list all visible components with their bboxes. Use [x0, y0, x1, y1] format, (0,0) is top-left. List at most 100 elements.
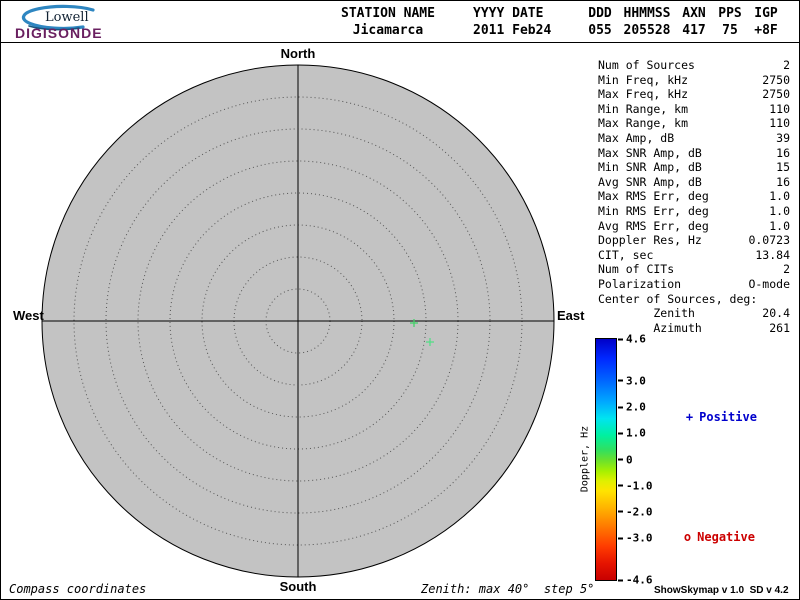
- parameter-label: Avg SNR Amp, dB: [598, 174, 702, 189]
- axn-label: AXN: [682, 6, 706, 21]
- parameter-label: Min Freq, kHz: [598, 72, 689, 87]
- compass-label-west: West: [13, 308, 44, 323]
- ddd-value: 055: [588, 23, 612, 38]
- parameter-value: 2750: [762, 87, 790, 102]
- header-col-igp: IGP +8F: [752, 6, 780, 38]
- parameter-value: 16: [776, 145, 790, 160]
- ddd-label: DDD: [588, 6, 612, 21]
- parameter-row: Polarization O-mode: [598, 277, 790, 292]
- header: Lowell DIGISONDE STATION NAME Jicamarca …: [1, 1, 799, 43]
- parameter-value: 16: [776, 174, 790, 189]
- parameter-row: Max Amp, dB 39: [598, 131, 790, 146]
- parameter-value: O-mode: [748, 276, 790, 291]
- colorbar-tick: -4.6: [618, 574, 653, 587]
- colorbar-tick: -3.0: [618, 532, 653, 545]
- legend-positive: + Positive: [657, 396, 757, 438]
- parameter-value: 39: [776, 130, 790, 145]
- parameter-label: Azimuth: [598, 320, 702, 335]
- parameter-row: CIT, sec 13.84: [598, 248, 790, 263]
- parameter-value: 0.0723: [748, 233, 790, 248]
- parameter-value: 2750: [762, 72, 790, 87]
- parameter-row: Max SNR Amp, dB 16: [598, 146, 790, 161]
- parameter-value: 2: [783, 58, 790, 72]
- parameter-value: 15: [776, 160, 790, 175]
- parameter-row: Center of Sources, deg:: [598, 292, 790, 307]
- hhmmss-value: 205528: [623, 23, 671, 38]
- pps-value: 75: [722, 23, 738, 38]
- parameter-label: Center of Sources, deg:: [598, 291, 758, 306]
- legend-negative-label: Negative: [697, 530, 755, 544]
- software-version-label: ShowSkymap v 1.0 SD v 4.2: [654, 585, 789, 596]
- header-data-columns: STATION NAME Jicamarca YYYY DATE 2011 Fe…: [333, 6, 780, 38]
- logo-swoosh-icon: [21, 4, 95, 31]
- parameter-label: Num of CITs: [598, 262, 675, 277]
- parameter-row: Max Freq, kHz 2750: [598, 87, 790, 102]
- compass-label-north: North: [280, 46, 316, 61]
- parameter-value: 13.84: [755, 247, 790, 262]
- coordinates-mode-label: Compass coordinates: [9, 582, 147, 596]
- parameter-value: 2: [783, 262, 790, 277]
- parameter-label: Max RMS Err, deg: [598, 189, 709, 204]
- compass-label-east: East: [557, 308, 585, 323]
- colorbar-tick: -2.0: [618, 505, 653, 518]
- header-col-axn: AXN 417: [680, 6, 708, 38]
- parameter-value: 1.0: [769, 218, 790, 233]
- parameter-label: Min Range, km: [598, 101, 689, 116]
- pps-label: PPS: [718, 6, 742, 21]
- parameter-row: Max RMS Err, deg 1.0: [598, 189, 790, 204]
- zenith-scale-label: Zenith: max 40° step 5°: [421, 582, 595, 596]
- parameter-row: Avg SNR Amp, dB 16: [598, 175, 790, 190]
- parameter-row: Min RMS Err, deg 1.0: [598, 204, 790, 219]
- parameter-label: Max SNR Amp, dB: [598, 145, 702, 160]
- station-name-label: STATION NAME: [341, 6, 435, 21]
- colorbar-tick: 0: [618, 453, 633, 466]
- legend-negative: o Negative: [655, 516, 755, 558]
- circle-symbol-icon: o: [683, 530, 692, 544]
- parameter-row: Min Range, km 110: [598, 102, 790, 117]
- parameter-row: Num of CITs 2: [598, 262, 790, 277]
- colorbar-axis-label: Doppler, Hz: [579, 425, 591, 493]
- parameter-label: Num of Sources: [598, 58, 695, 72]
- header-col-pps: PPS 75: [716, 6, 744, 38]
- parameter-row: Zenith 20.4: [598, 306, 790, 321]
- parameter-row: Avg RMS Err, deg 1.0: [598, 219, 790, 234]
- header-col-hhmmss: HHMMSS 205528: [622, 6, 672, 38]
- parameter-value: 1.0: [769, 189, 790, 204]
- parameter-row: Max Range, km 110: [598, 116, 790, 131]
- header-col-ddd: DDD 055: [586, 6, 614, 38]
- skymap-svg: [41, 64, 555, 578]
- logo-lowell-text: Lowell: [45, 10, 89, 25]
- colorbar-gradient: [596, 339, 616, 580]
- colorbar-tick: -1.0: [618, 479, 653, 492]
- parameter-label: Doppler Res, Hz: [598, 233, 702, 248]
- colorbar-tick: 4.6: [618, 333, 646, 346]
- colorbar: [595, 338, 617, 581]
- logo-digisonde-text: DIGISONDE: [15, 25, 103, 41]
- date-value: 2011 Feb24: [473, 23, 552, 38]
- header-col-date: YYYY DATE 2011 Feb24: [473, 6, 568, 38]
- plus-symbol-icon: +: [685, 410, 694, 424]
- compass-label-south: South: [279, 579, 317, 594]
- colorbar-tick: 3.0: [618, 374, 646, 387]
- legend-positive-label: Positive: [699, 410, 757, 424]
- parameter-label: CIT, sec: [598, 247, 654, 262]
- colorbar-ticks: 4.6 3.0 2.0 1.0 0 -1.0 -2.0 -3.0 -4.6: [618, 333, 663, 587]
- parameter-value: 110: [769, 116, 790, 131]
- parameter-row: Num of Sources 2: [598, 58, 790, 73]
- parameter-label: Min RMS Err, deg: [598, 203, 709, 218]
- station-name-value: Jicamarca: [352, 23, 424, 38]
- parameter-label: Zenith: [598, 306, 695, 321]
- parameter-row: Min SNR Amp, dB 15: [598, 160, 790, 175]
- parameter-row: Doppler Res, Hz 0.0723: [598, 233, 790, 248]
- parameter-value: 1.0: [769, 203, 790, 218]
- parameter-label: Max Amp, dB: [598, 130, 675, 145]
- axn-value: 417: [682, 23, 706, 38]
- igp-label: IGP: [754, 6, 778, 21]
- header-col-station: STATION NAME Jicamarca: [333, 6, 443, 38]
- date-label: YYYY DATE: [473, 6, 544, 21]
- colorbar-tick: 2.0: [618, 401, 646, 414]
- lowell-digisonde-logo: Lowell DIGISONDE: [9, 3, 159, 41]
- parameter-label: Max Freq, kHz: [598, 87, 689, 102]
- hhmmss-label: HHMMSS: [623, 6, 671, 21]
